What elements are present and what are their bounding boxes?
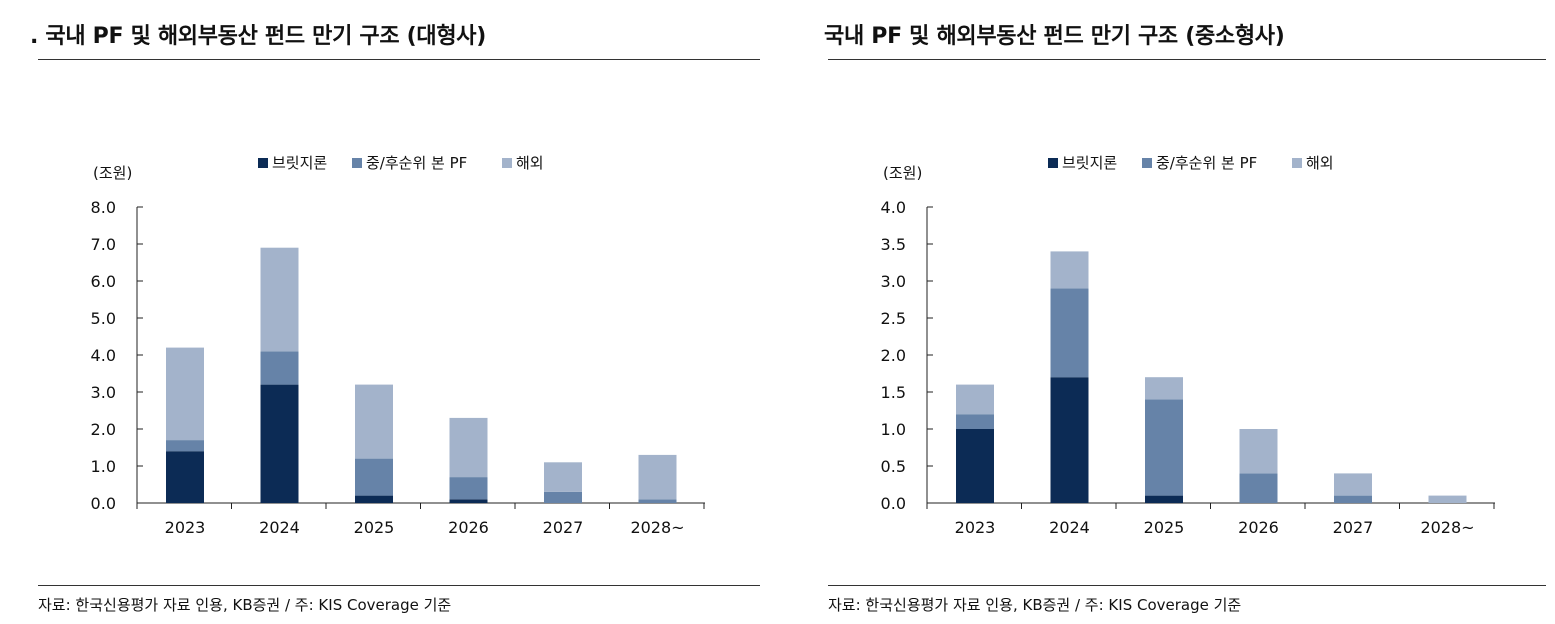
y-tick-label: 6.0 <box>91 272 116 291</box>
x-tick-label: 2024 <box>1049 518 1090 537</box>
legend-label: 해외 <box>1306 154 1334 172</box>
legend-label: 중/후순위 본 PF <box>366 154 467 172</box>
source-note: 자료: 한국신용평가 자료 인용, KB증권 / 주: KIS Coverage… <box>828 596 1242 614</box>
chart-title: . 국내 PF 및 해외부동산 펀드 만기 구조 (대형사) <box>30 24 486 49</box>
y-tick-label: 3.5 <box>881 235 906 254</box>
chart-small-mid-firms: (조원) 브릿지론 중/후순위 본 PF 해외 0.0 0.5 1.0 1.5 2.0 2.5 3.… <box>881 154 1495 537</box>
x-tick-label: 2023 <box>955 518 996 537</box>
y-unit-label: (조원) <box>93 164 132 182</box>
bar-segment <box>260 384 299 503</box>
bar-segment <box>956 414 994 429</box>
bar-segment <box>166 451 204 503</box>
legend-swatch <box>1292 158 1302 168</box>
chart-panel-large: . 국내 PF 및 해외부동산 펀드 만기 구조 (대형사) (조원) 브릿지론 중… <box>0 0 760 624</box>
legend-label: 해외 <box>516 154 544 172</box>
bar-segment <box>1239 429 1278 474</box>
bar-segment <box>1334 473 1372 496</box>
x-tick-label: 2026 <box>1238 518 1279 537</box>
y-tick-label: 5.0 <box>91 309 116 328</box>
legend-label: 브릿지론 <box>272 154 327 172</box>
legend-swatch <box>352 158 362 168</box>
bar-segment <box>1050 377 1089 503</box>
legend-swatch <box>502 158 512 168</box>
chart-panel-small-mid: 국내 PF 및 해외부동산 펀드 만기 구조 (중소형사) (조원) 브릿지론 중/… <box>790 0 1550 624</box>
title-rule <box>38 59 760 60</box>
bar-segment <box>355 495 393 503</box>
source-rule <box>38 585 760 586</box>
bar-segment <box>1334 495 1372 503</box>
y-tick-label: 0.5 <box>881 457 906 476</box>
bar-segment <box>449 477 488 500</box>
bar-segment <box>1145 495 1183 503</box>
bar-segment <box>638 454 677 500</box>
bar-segment <box>166 347 204 441</box>
chart-large-firms: (조원) 브릿지론 중/후순위 본 PF 해외 0.0 1.0 2.0 3.0 4.0 5.0 6.… <box>91 154 705 537</box>
bar-segment <box>449 499 488 503</box>
x-tick-label: 2026 <box>448 518 489 537</box>
x-tick-label: 2024 <box>259 518 300 537</box>
bar-segment <box>1145 377 1183 400</box>
y-tick-label: 3.0 <box>91 383 116 402</box>
y-tick-label: 4.0 <box>881 198 906 217</box>
y-tick-label: 0.0 <box>91 494 116 513</box>
y-tick-label: 1.0 <box>91 457 116 476</box>
y-tick-label: 2.0 <box>91 420 116 439</box>
y-tick-label: 1.0 <box>881 420 906 439</box>
bar-segment <box>1145 399 1183 496</box>
x-tick-label: 2027 <box>543 518 584 537</box>
x-tick-label: 2023 <box>165 518 206 537</box>
y-tick-label: 0.0 <box>881 494 906 513</box>
legend-swatch <box>258 158 268 168</box>
legend-label: 중/후순위 본 PF <box>1156 154 1257 172</box>
bar-segment <box>449 417 488 478</box>
y-tick-label: 2.5 <box>881 309 906 328</box>
legend-swatch <box>1048 158 1058 168</box>
source-note: 자료: 한국신용평가 자료 인용, KB증권 / 주: KIS Coverage… <box>38 596 452 614</box>
bar-segment <box>355 384 393 459</box>
bar-segment <box>1050 288 1089 378</box>
y-tick-label: 1.5 <box>881 383 906 402</box>
legend-label: 브릿지론 <box>1062 154 1117 172</box>
bar-segment <box>544 462 582 492</box>
source-rule <box>828 585 1546 586</box>
x-tick-label: 2025 <box>354 518 395 537</box>
bar-segment <box>956 429 994 503</box>
y-tick-label: 3.0 <box>881 272 906 291</box>
bar-segment <box>1050 251 1089 289</box>
bar-segment <box>956 384 994 415</box>
x-tick-label: 2028~ <box>1420 518 1474 537</box>
bar-segment <box>638 499 677 503</box>
y-tick-label: 4.0 <box>91 346 116 365</box>
legend-swatch <box>1142 158 1152 168</box>
bar-segment <box>1428 495 1467 503</box>
y-tick-label: 7.0 <box>91 235 116 254</box>
y-tick-label: 2.0 <box>881 346 906 365</box>
bar-segment <box>355 458 393 496</box>
y-tick-label: 8.0 <box>91 198 116 217</box>
x-tick-label: 2025 <box>1144 518 1185 537</box>
y-unit-label: (조원) <box>883 164 922 182</box>
chart-title: 국내 PF 및 해외부동산 펀드 만기 구조 (중소형사) <box>824 24 1285 49</box>
bar-segment <box>544 491 582 503</box>
bar-segment <box>260 247 299 352</box>
x-tick-label: 2027 <box>1333 518 1374 537</box>
x-tick-label: 2028~ <box>630 518 684 537</box>
bar-segment <box>260 351 299 385</box>
bar-segment <box>1239 473 1278 503</box>
bar-segment <box>166 440 204 452</box>
title-rule <box>828 59 1546 60</box>
